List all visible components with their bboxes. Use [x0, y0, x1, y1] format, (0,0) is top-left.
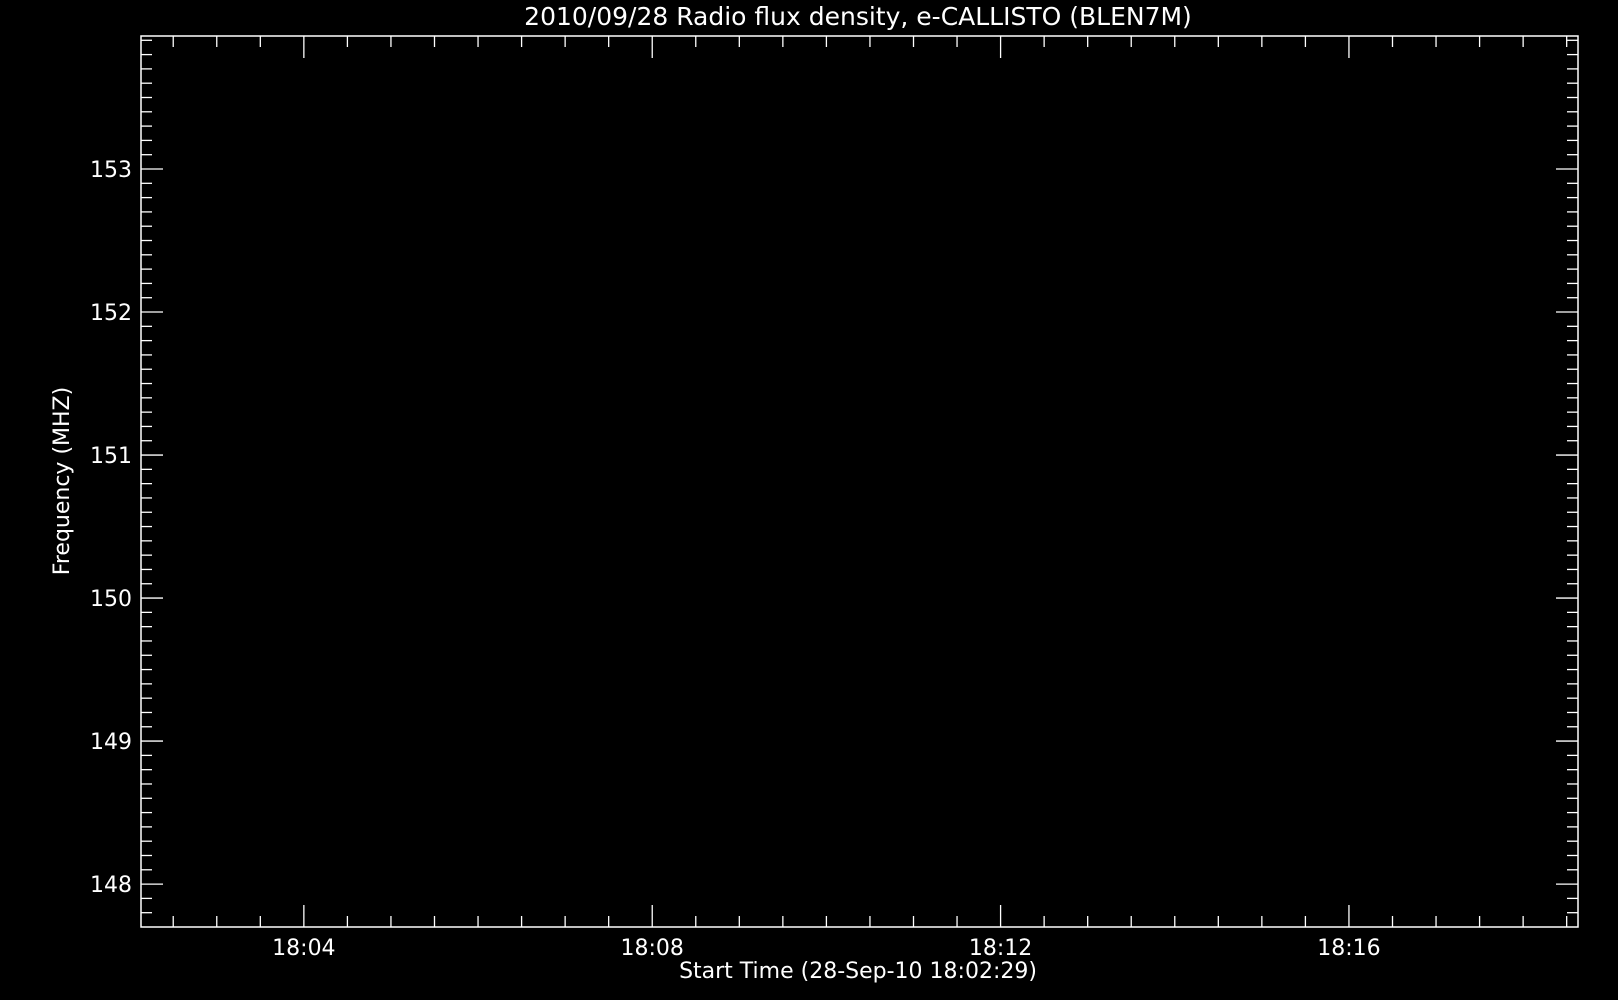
y-tick-label: 153 [90, 158, 132, 183]
y-tick-label: 148 [90, 873, 132, 898]
x-tick-label: 18:12 [969, 936, 1032, 961]
x-tick-label: 18:08 [621, 936, 684, 961]
y-tick-label: 149 [90, 730, 132, 755]
plot-frame [140, 35, 1579, 928]
y-tick-label: 150 [90, 587, 132, 612]
y-axis-label: Frequency (MHZ) [50, 387, 75, 575]
chart-title: 2010/09/28 Radio flux density, e-CALLIST… [524, 2, 1192, 31]
x-tick-label: 18:16 [1317, 936, 1380, 961]
y-tick-label: 151 [90, 444, 132, 469]
y-tick-label: 152 [90, 301, 132, 326]
axis-ticks: 148 149 150 151 152 153 18:04 18:08 18:12 18:16 [90, 36, 1578, 961]
x-axis-label: Start Time (28-Sep-10 18:02:29) [679, 959, 1037, 984]
x-tick-label: 18:04 [272, 936, 335, 961]
